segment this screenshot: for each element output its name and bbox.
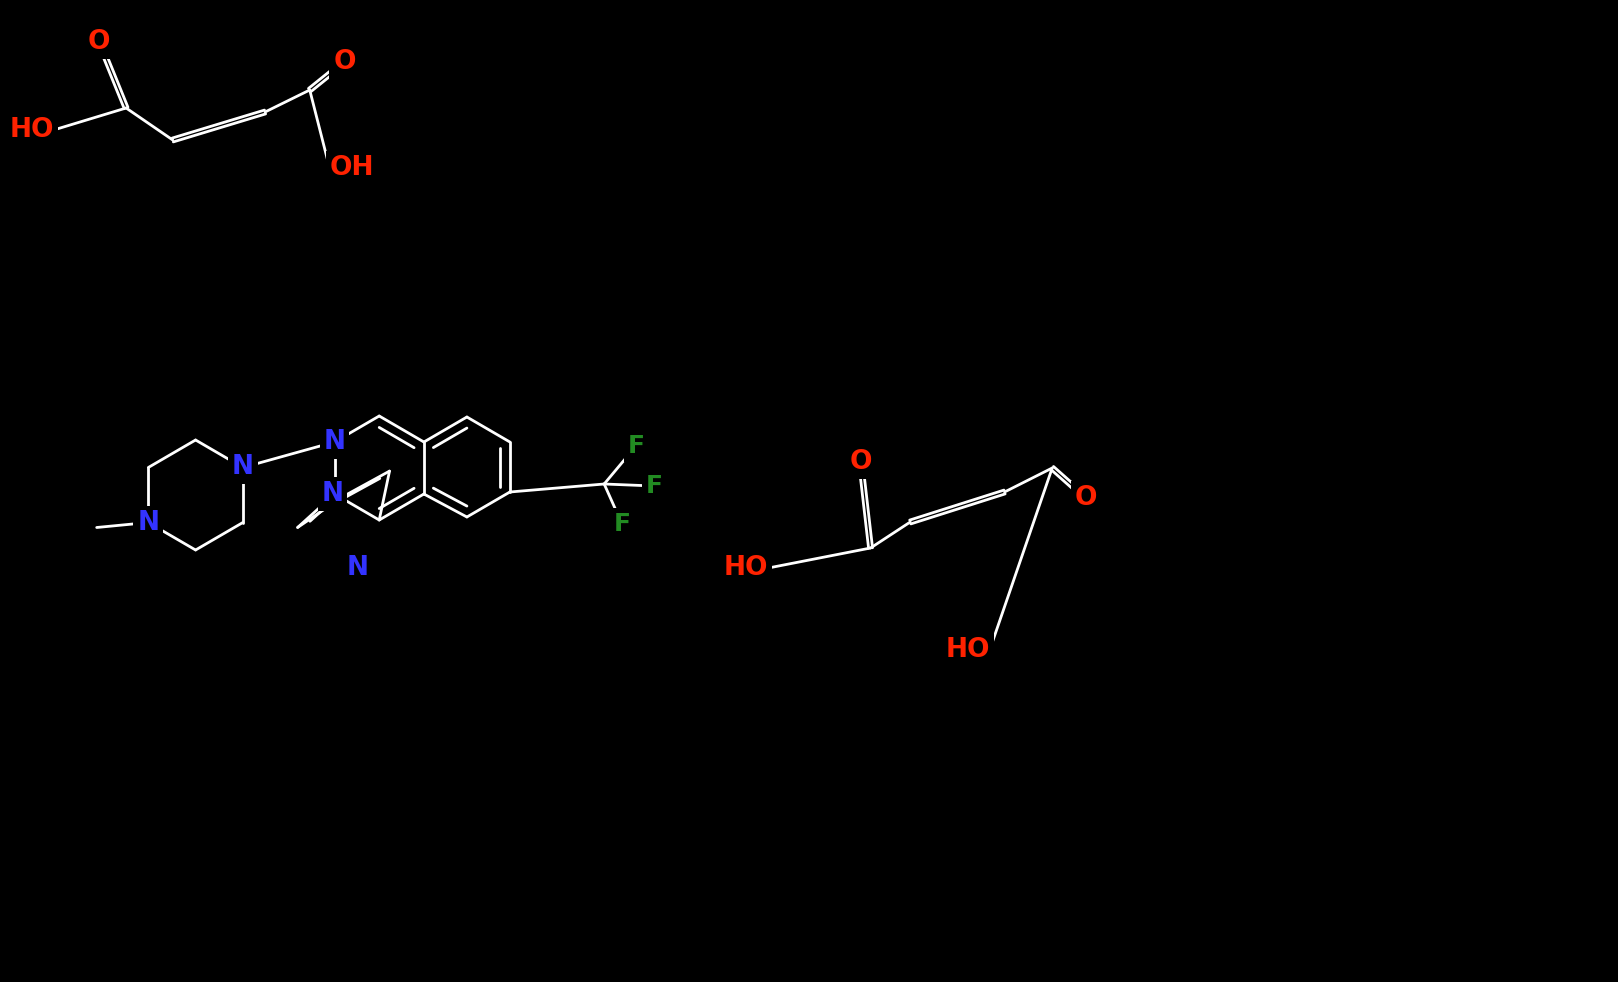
Text: F: F <box>646 474 662 498</box>
Text: F: F <box>628 434 644 458</box>
Text: O: O <box>849 449 872 475</box>
Text: O: O <box>333 49 356 75</box>
Text: N: N <box>324 429 346 455</box>
Text: N: N <box>322 481 343 507</box>
Text: N: N <box>346 555 369 581</box>
Text: N: N <box>138 510 159 535</box>
Text: F: F <box>613 512 631 536</box>
Text: O: O <box>1074 485 1097 511</box>
Text: HO: HO <box>723 555 769 581</box>
Text: HO: HO <box>10 117 53 143</box>
Text: HO: HO <box>945 637 990 663</box>
Text: OH: OH <box>330 155 374 181</box>
Text: N: N <box>231 455 254 480</box>
Text: O: O <box>87 29 110 55</box>
